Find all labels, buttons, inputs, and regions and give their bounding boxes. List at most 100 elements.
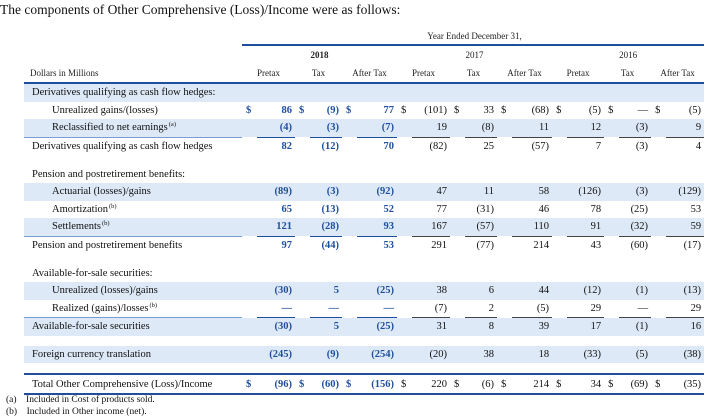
table-row: Settlements(b) 121 (28) 93 167 (57) 110 91 (32) 5… — [24, 218, 705, 237]
cell-value: (69) — [619, 373, 652, 395]
currency-sign: $ — [342, 373, 357, 395]
section-row: Pension and postretirement benefits: — [24, 165, 704, 183]
row-label: Unrealized gains/(losses) — [52, 104, 158, 116]
cell-value: 4 — [695, 141, 702, 153]
currency-sign: $ — [556, 104, 562, 116]
intro-text: The components of Other Comprehensive (L… — [0, 2, 401, 17]
year-2018-heading: 2018 — [242, 44, 397, 64]
cell-value: 17 — [567, 317, 605, 336]
col-header: Tax — [604, 64, 652, 84]
currency-sign: $ — [552, 373, 568, 395]
cell-value: (9) — [310, 345, 342, 364]
cell-value: (25) — [630, 203, 649, 215]
cell-value: 7 — [595, 141, 602, 153]
cell-value: (25) — [357, 317, 397, 336]
currency-sign: $ — [401, 104, 407, 116]
cell-value: (101) — [424, 104, 447, 116]
row-label: Unrealized (losses)/gains — [52, 285, 158, 297]
cell-value: 12 — [567, 119, 605, 138]
currency-sign: $ — [397, 373, 412, 395]
currency-sign: $ — [604, 373, 620, 395]
row-label: Settlements — [52, 221, 101, 233]
cell-value: 5 — [310, 317, 342, 336]
cell-value: (92) — [357, 182, 397, 201]
cell-value: (13) — [321, 203, 340, 215]
table-row: Unrealized (losses)/gains (30) 5 (25) 38 6 44 (… — [24, 281, 705, 300]
cell-value: (4) — [257, 119, 295, 138]
cell-value: (7) — [412, 299, 450, 319]
row-label: Total Other Comprehensive (Loss)/Income — [32, 378, 213, 390]
cell-value: — — [257, 299, 295, 319]
cell-value: (17) — [683, 240, 702, 252]
currency-sign: $ — [501, 104, 507, 116]
cell-value: 11 — [512, 119, 553, 138]
row-label: Actuarial (losses)/gains — [52, 186, 151, 198]
row-label: Derivatives qualifying as cash flow hedg… — [32, 141, 213, 153]
cell-value: (3) — [635, 141, 649, 153]
currency-sign: $ — [497, 373, 512, 395]
cell-value: (7) — [357, 119, 397, 138]
cell-value: (12) — [567, 281, 605, 300]
cell-value: 39 — [512, 317, 553, 336]
cell-value: (5) — [688, 104, 702, 116]
cell-value: (28) — [310, 218, 342, 237]
cell-value: (82) — [429, 141, 448, 153]
cell-value: (68) — [531, 104, 550, 116]
cell-value: 46 — [538, 203, 550, 215]
table-row: Amortization(b) 65 (13) 52 77 (31) 46 78 (25) 53 — [24, 201, 704, 219]
cell-value: 6 — [465, 281, 497, 300]
row-label: Available-for-sale securities — [32, 321, 150, 333]
cell-value: 78 — [590, 203, 602, 215]
footnote-ref: (b) — [109, 202, 117, 210]
row-label: Pension and postretirement benefits: — [32, 168, 186, 180]
cell-value: 53 — [690, 203, 702, 215]
cell-value: 82 — [281, 141, 293, 153]
year-2016-heading: 2016 — [552, 44, 705, 64]
table-row: Realized (gains)/losses(b) — — — (7) 2 (5) 29 — 2… — [24, 299, 705, 319]
currency-sign: $ — [608, 104, 614, 116]
cell-value: 214 — [512, 373, 553, 395]
footnote-a-mark: (a) — [6, 395, 17, 405]
table-row: Reclassified to net earnings(a) (4) (3) (7)… — [24, 119, 705, 138]
col-header: Pretax — [242, 64, 295, 84]
cell-value: 19 — [412, 119, 450, 138]
cell-value: 2 — [465, 299, 497, 319]
col-header: After Tax — [651, 64, 705, 84]
cell-value: 167 — [412, 218, 450, 237]
footnote-a-text: Included in Cost of products sold. — [26, 395, 155, 405]
currency-sign: $ — [655, 104, 661, 116]
cell-value: (245) — [257, 345, 295, 364]
total-row: Total Other Comprehensive (Loss)/Income $… — [24, 373, 705, 395]
row-label: Amortization — [52, 203, 108, 215]
col-header: After Tax — [497, 64, 553, 84]
cell-value: 29 — [666, 299, 705, 319]
cell-value: (35) — [666, 373, 705, 395]
table-row: Actuarial (losses)/gains (89) (3) (92) 47 11 5… — [24, 182, 705, 201]
footnote-ref: (a) — [168, 121, 176, 129]
cell-value: 91 — [567, 218, 605, 237]
cell-value: (57) — [465, 218, 497, 237]
cell-value: 11 — [465, 182, 497, 201]
cell-value: — — [637, 104, 649, 116]
cell-value: 97 — [281, 240, 293, 252]
cell-value: 38 — [465, 345, 497, 364]
currency-sign: $ — [242, 373, 257, 395]
section-row: Available-for-sale securities: — [24, 264, 704, 282]
cell-value: 18 — [512, 345, 553, 364]
cell-value: 214 — [533, 240, 550, 252]
cell-value: (5) — [619, 345, 652, 364]
currency-sign: $ — [295, 373, 310, 395]
currency-sign: $ — [299, 104, 305, 116]
row-label: Realized (gains)/losses — [52, 302, 149, 314]
cell-value: — — [310, 299, 342, 319]
table-row: Pension and postretirement benefits 97 (44… — [24, 235, 704, 255]
cell-value: (156) — [357, 373, 397, 395]
cell-value: 31 — [412, 317, 450, 336]
cell-value: 16 — [666, 317, 705, 336]
cell-value: (60) — [310, 373, 342, 395]
table-row: Foreign currency translation (245) (9) (254… — [24, 345, 705, 364]
col-header: Pretax — [397, 64, 450, 84]
row-label: Pension and postretirement benefits — [32, 240, 183, 252]
cell-value: (30) — [257, 281, 295, 300]
table-row: Derivatives qualifying as cash flow hedg… — [24, 136, 704, 156]
